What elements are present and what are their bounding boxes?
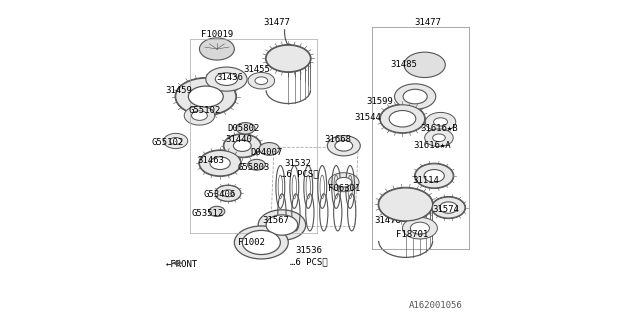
Text: 31114: 31114 bbox=[413, 176, 440, 185]
Ellipse shape bbox=[200, 38, 234, 60]
Ellipse shape bbox=[433, 118, 447, 126]
Ellipse shape bbox=[248, 159, 266, 170]
Text: 31544: 31544 bbox=[354, 113, 381, 122]
Ellipse shape bbox=[403, 217, 437, 239]
Text: 31440: 31440 bbox=[226, 135, 253, 144]
Ellipse shape bbox=[404, 52, 445, 77]
Text: 31463: 31463 bbox=[197, 156, 224, 164]
Ellipse shape bbox=[224, 134, 260, 157]
Text: G53512: G53512 bbox=[191, 209, 223, 219]
Ellipse shape bbox=[234, 226, 288, 259]
Text: G47904: G47904 bbox=[394, 202, 426, 211]
Ellipse shape bbox=[215, 185, 241, 201]
Text: A162001056: A162001056 bbox=[409, 301, 463, 310]
Ellipse shape bbox=[410, 222, 429, 234]
Ellipse shape bbox=[328, 173, 359, 192]
Ellipse shape bbox=[215, 73, 237, 85]
Ellipse shape bbox=[389, 110, 416, 127]
Ellipse shape bbox=[255, 77, 268, 84]
Ellipse shape bbox=[406, 195, 431, 211]
Ellipse shape bbox=[336, 178, 352, 187]
Ellipse shape bbox=[184, 106, 214, 125]
Text: G55102: G55102 bbox=[188, 106, 220, 115]
Ellipse shape bbox=[403, 89, 428, 104]
Text: 31478: 31478 bbox=[375, 216, 402, 225]
Ellipse shape bbox=[415, 164, 453, 188]
Ellipse shape bbox=[259, 142, 280, 155]
Text: G55803: G55803 bbox=[237, 164, 269, 172]
Ellipse shape bbox=[394, 84, 436, 109]
Ellipse shape bbox=[234, 140, 251, 151]
Ellipse shape bbox=[380, 105, 425, 133]
Text: 31485: 31485 bbox=[390, 60, 417, 69]
Ellipse shape bbox=[440, 202, 458, 213]
Text: 31599: 31599 bbox=[367, 97, 394, 106]
Text: F1002: F1002 bbox=[238, 238, 265, 247]
Ellipse shape bbox=[243, 230, 280, 254]
Text: D04007: D04007 bbox=[250, 148, 282, 156]
Ellipse shape bbox=[335, 140, 353, 151]
Text: F18701: F18701 bbox=[396, 230, 428, 239]
Text: 31616★A: 31616★A bbox=[414, 141, 451, 150]
Ellipse shape bbox=[164, 133, 188, 148]
Text: G55102: G55102 bbox=[152, 138, 184, 147]
Text: 31536: 31536 bbox=[296, 246, 323, 255]
Ellipse shape bbox=[236, 123, 255, 134]
Ellipse shape bbox=[206, 67, 247, 91]
Ellipse shape bbox=[200, 150, 241, 176]
Text: 31455: 31455 bbox=[243, 65, 270, 74]
Text: 31477: 31477 bbox=[415, 18, 442, 27]
Text: 31567: 31567 bbox=[262, 216, 289, 225]
Text: …6 PCS〉: …6 PCS〉 bbox=[290, 257, 328, 266]
Ellipse shape bbox=[266, 45, 310, 72]
Ellipse shape bbox=[209, 206, 225, 216]
Ellipse shape bbox=[432, 197, 465, 218]
Text: 31574: 31574 bbox=[432, 205, 459, 214]
Text: 31532: 31532 bbox=[284, 159, 311, 168]
Ellipse shape bbox=[222, 190, 234, 197]
Ellipse shape bbox=[191, 111, 207, 120]
Text: 31668: 31668 bbox=[324, 135, 351, 144]
Text: 31616★B: 31616★B bbox=[420, 124, 458, 133]
Ellipse shape bbox=[266, 215, 298, 235]
Ellipse shape bbox=[175, 78, 236, 115]
Text: …6 PCS〉: …6 PCS〉 bbox=[280, 170, 318, 179]
Text: 31436: 31436 bbox=[216, 73, 243, 82]
Text: 31459: 31459 bbox=[165, 86, 192, 95]
Text: F10019: F10019 bbox=[201, 30, 233, 39]
Ellipse shape bbox=[170, 138, 181, 144]
Ellipse shape bbox=[258, 210, 306, 240]
Ellipse shape bbox=[424, 170, 444, 182]
Text: ←FRONT: ←FRONT bbox=[166, 260, 198, 269]
Ellipse shape bbox=[248, 72, 275, 89]
Text: F06301: F06301 bbox=[328, 184, 360, 193]
Ellipse shape bbox=[210, 157, 230, 170]
Ellipse shape bbox=[188, 86, 223, 107]
Text: G53406: G53406 bbox=[204, 190, 236, 199]
Ellipse shape bbox=[327, 136, 360, 156]
Text: 31477: 31477 bbox=[264, 18, 291, 27]
Ellipse shape bbox=[425, 129, 453, 147]
Ellipse shape bbox=[426, 112, 456, 132]
Text: D05802: D05802 bbox=[228, 124, 260, 133]
Ellipse shape bbox=[379, 188, 433, 221]
Ellipse shape bbox=[433, 134, 445, 142]
